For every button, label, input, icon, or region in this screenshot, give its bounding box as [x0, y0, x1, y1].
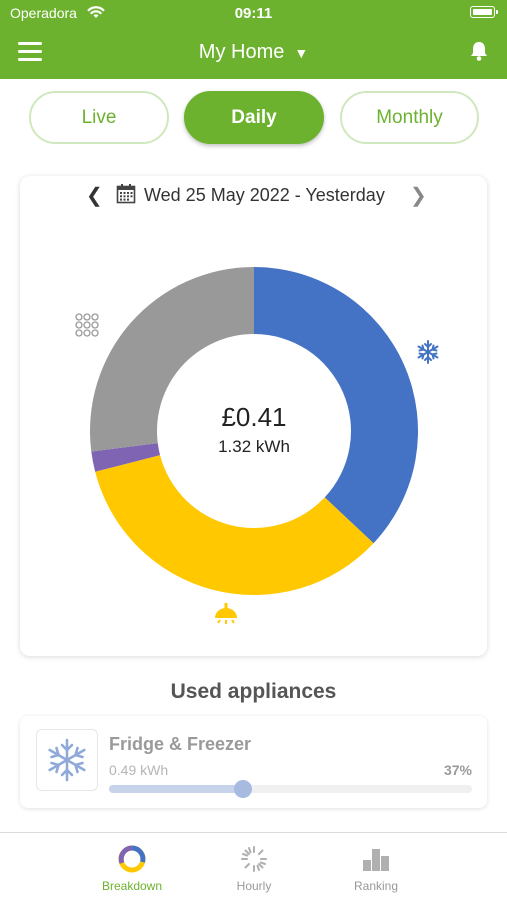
tab-hourly-label: Hourly: [236, 879, 272, 893]
home-selector[interactable]: My Home ▼: [0, 41, 507, 64]
next-day-button[interactable]: ❯: [410, 185, 427, 207]
bottom-tab-bar: Breakdown Hourly Ranking: [0, 832, 507, 901]
nav-bar: My Home ▼: [0, 30, 507, 76]
bell-icon[interactable]: [469, 40, 489, 67]
appliance-share-fill: [109, 785, 244, 793]
snowflake-icon: [417, 340, 439, 364]
home-name: My Home: [198, 41, 285, 63]
caret-down-icon: ▼: [294, 45, 309, 61]
breakdown-icon: [118, 845, 146, 873]
appliance-name: Fridge & Freezer: [109, 734, 252, 754]
date-label[interactable]: Wed 25 May 2022 - Yesterday: [144, 185, 385, 205]
tab-hourly[interactable]: Hourly: [194, 833, 314, 901]
tab-breakdown-label: Breakdown: [101, 879, 163, 893]
wifi-icon: [86, 4, 106, 25]
app-header: Operadora 09:11 My Home ▼: [0, 0, 507, 79]
total-cost: £0.41: [221, 402, 287, 432]
hourly-icon: [241, 846, 267, 872]
tab-ranking[interactable]: Ranking: [316, 833, 436, 901]
ranking-icon: [363, 849, 389, 871]
status-bar: Operadora 09:11: [0, 0, 507, 28]
tab-ranking-label: Ranking: [353, 879, 399, 893]
section-title-used-appliances: Used appliances: [170, 680, 337, 703]
donut-slice-other[interactable]: [91, 443, 161, 472]
date-navigator: ❮ Wed 25 May 2022 - Yesterday ❯: [0, 182, 507, 207]
status-time: 09:11: [234, 5, 273, 22]
previous-day-button[interactable]: ❮: [86, 185, 103, 207]
donut-slice-snowflake[interactable]: [254, 267, 418, 544]
tab-live[interactable]: Live: [29, 91, 169, 144]
appliance-energy: 0.49 kWh: [109, 762, 169, 778]
appliance-share-bar: [109, 780, 472, 798]
calendar-icon[interactable]: [116, 183, 136, 210]
grid-icon: [75, 313, 99, 337]
appliance-share-knob: [234, 780, 253, 798]
menu-icon[interactable]: [18, 42, 42, 62]
tab-breakdown[interactable]: Breakdown: [72, 833, 192, 901]
snowflake-icon: [36, 729, 98, 791]
tab-monthly[interactable]: Monthly: [340, 91, 479, 144]
donut-slice-lamp[interactable]: [95, 455, 374, 595]
donut-slice-grid[interactable]: [90, 266, 254, 452]
battery-icon: [470, 6, 498, 18]
tab-daily[interactable]: Daily: [184, 91, 324, 144]
appliance-percent: 37%: [443, 762, 472, 778]
lamp-icon: [215, 603, 237, 624]
carrier-label: Operadora: [10, 5, 77, 21]
total-energy: 1.32 kWh: [218, 437, 290, 456]
